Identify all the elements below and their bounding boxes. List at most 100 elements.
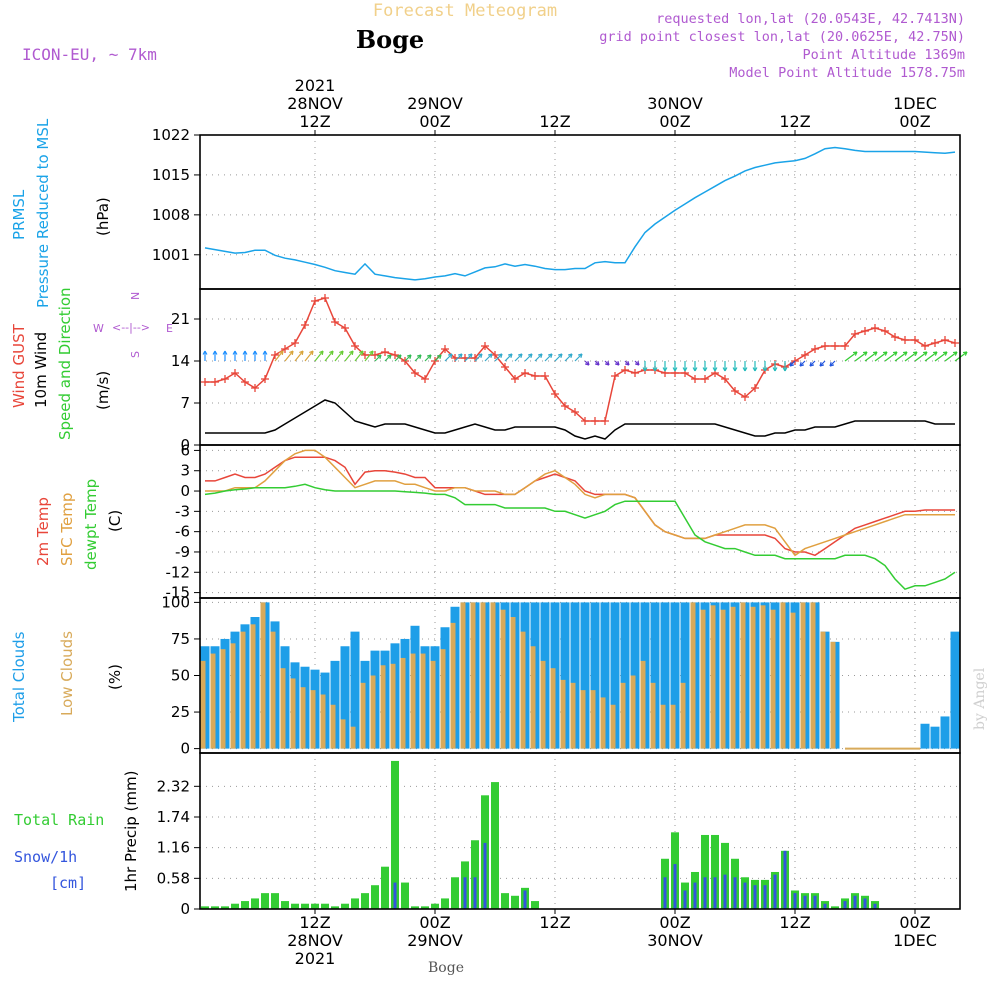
gust-marker: [601, 417, 609, 425]
precip-frame: [199, 752, 961, 910]
gust-marker: [731, 387, 739, 395]
side-labels: PRMSL Pressure Reduced to MSL (hPa) Wind…: [10, 118, 140, 892]
bar-low-clouds: [230, 643, 236, 749]
wind-direction-arrow: [202, 350, 208, 361]
label-low-clouds: Low Clouds: [58, 631, 76, 716]
gust-marker: [901, 336, 909, 344]
bar-low-clouds: [750, 606, 756, 749]
y-tick-label: 1.16: [157, 839, 190, 857]
bar-rain: [211, 906, 219, 909]
footer-location: Boge: [428, 960, 464, 976]
y-tick-label: -15: [166, 584, 191, 602]
wind-direction-arrow: [504, 353, 513, 362]
wind-compass: N W <--|--> E S: [93, 292, 173, 358]
wind-direction-arrow: [652, 361, 658, 372]
y-tick-label: 1008: [152, 206, 190, 224]
wind-direction-arrow: [544, 353, 553, 362]
bar-low-clouds: [660, 704, 666, 749]
gust-marker: [481, 342, 489, 350]
label-c: (C): [106, 510, 124, 532]
gust-marker: [541, 372, 549, 380]
bottom-tick-label: 29NOV: [407, 931, 463, 950]
label-t2m: 2m Temp: [34, 497, 52, 566]
bar-low-clouds: [680, 682, 686, 749]
label-hpa: (hPa): [94, 197, 112, 236]
series-line-2m-temp: [205, 456, 955, 557]
gust-marker: [631, 369, 639, 377]
bar-low-clouds: [420, 653, 426, 749]
wind-direction-arrow: [564, 353, 573, 362]
gust-marker: [551, 390, 559, 398]
wind-direction-arrow: [434, 354, 442, 362]
bar-low-clouds: [350, 726, 356, 749]
bar-rain: [251, 898, 259, 909]
wind-direction-arrow: [894, 351, 908, 362]
model-altitude: Model Point Altitude 1578.75m: [729, 65, 965, 81]
bar-total-clouds: [950, 631, 960, 749]
gust-marker: [501, 363, 509, 371]
bar-low-clouds: [220, 649, 226, 749]
bar-low-clouds: [560, 679, 566, 749]
bar-snow: [663, 877, 667, 909]
bar-low-clouds: [200, 660, 206, 749]
top-tick-label: 00Z: [419, 112, 450, 131]
pressure-frame: [199, 134, 961, 290]
bar-total-clouds: [560, 602, 570, 749]
bar-rain: [451, 877, 459, 909]
label-wind-speed-dir: Speed and Direction: [56, 287, 74, 440]
bar-rain: [441, 898, 449, 909]
gust-marker: [871, 324, 879, 332]
wind-direction-arrow: [222, 350, 228, 361]
bar-rain: [511, 895, 519, 909]
gust-marker: [361, 351, 369, 359]
wind-direction-arrow: [752, 361, 758, 372]
closest-coords: grid point closest lon,lat (20.0625E, 42…: [599, 29, 965, 45]
model-label: ICON-EU, ~ 7km: [22, 45, 157, 64]
bar-low-clouds: [480, 602, 486, 749]
gust-marker: [231, 369, 239, 377]
bar-rain: [241, 901, 249, 909]
gust-marker: [911, 336, 919, 344]
gust-marker: [391, 351, 399, 359]
wind-direction-arrow: [829, 360, 836, 367]
wind-direction-arrow: [844, 351, 858, 362]
bottom-tick-label: 1DEC: [893, 931, 937, 950]
gust-marker: [301, 321, 309, 329]
y-tick-label: -12: [166, 563, 191, 581]
gust-marker: [721, 375, 729, 383]
bar-low-clouds: [740, 602, 746, 749]
wind-direction-arrow: [454, 353, 463, 362]
bar-rain: [471, 840, 479, 909]
requested-coords: requested lon,lat (20.0543E, 42.7413N): [656, 11, 965, 27]
y-tick-label: 2.32: [157, 777, 190, 795]
top-tick-label: 2021: [295, 76, 336, 95]
wind-direction-arrow: [274, 350, 284, 362]
clouds-panel: 0 25 50 75 100: [161, 593, 961, 758]
bar-low-clouds: [430, 660, 436, 749]
gust-marker: [801, 351, 809, 359]
bar-rain: [321, 903, 329, 909]
gust-marker: [821, 342, 829, 350]
bar-rain: [701, 834, 709, 909]
bar-total-clouds: [680, 602, 690, 749]
wind-direction-arrow: [594, 360, 600, 366]
label-snow: Snow/1h: [14, 848, 77, 866]
bottom-tick-label: 12Z: [299, 913, 330, 932]
gust-marker: [621, 366, 629, 374]
header: Forecast Meteogram Boge ICON-EU, ~ 7km r…: [22, 1, 965, 81]
bar-snow: [393, 882, 397, 909]
gust-marker: [931, 339, 939, 347]
wind-direction-arrow: [772, 361, 778, 372]
bar-snow: [473, 877, 477, 909]
y-tick-label: -6: [175, 523, 190, 541]
bar-low-clouds: [440, 649, 446, 749]
gust-marker: [701, 375, 709, 383]
wind-direction-arrow: [809, 360, 816, 367]
wind-direction-arrow: [374, 354, 382, 362]
wind-direction-arrow: [722, 361, 728, 372]
gust-marker: [831, 342, 839, 350]
bar-low-clouds: [460, 602, 466, 749]
series-line-wind-gust: [205, 297, 956, 422]
wind-direction-arrow: [242, 350, 248, 361]
